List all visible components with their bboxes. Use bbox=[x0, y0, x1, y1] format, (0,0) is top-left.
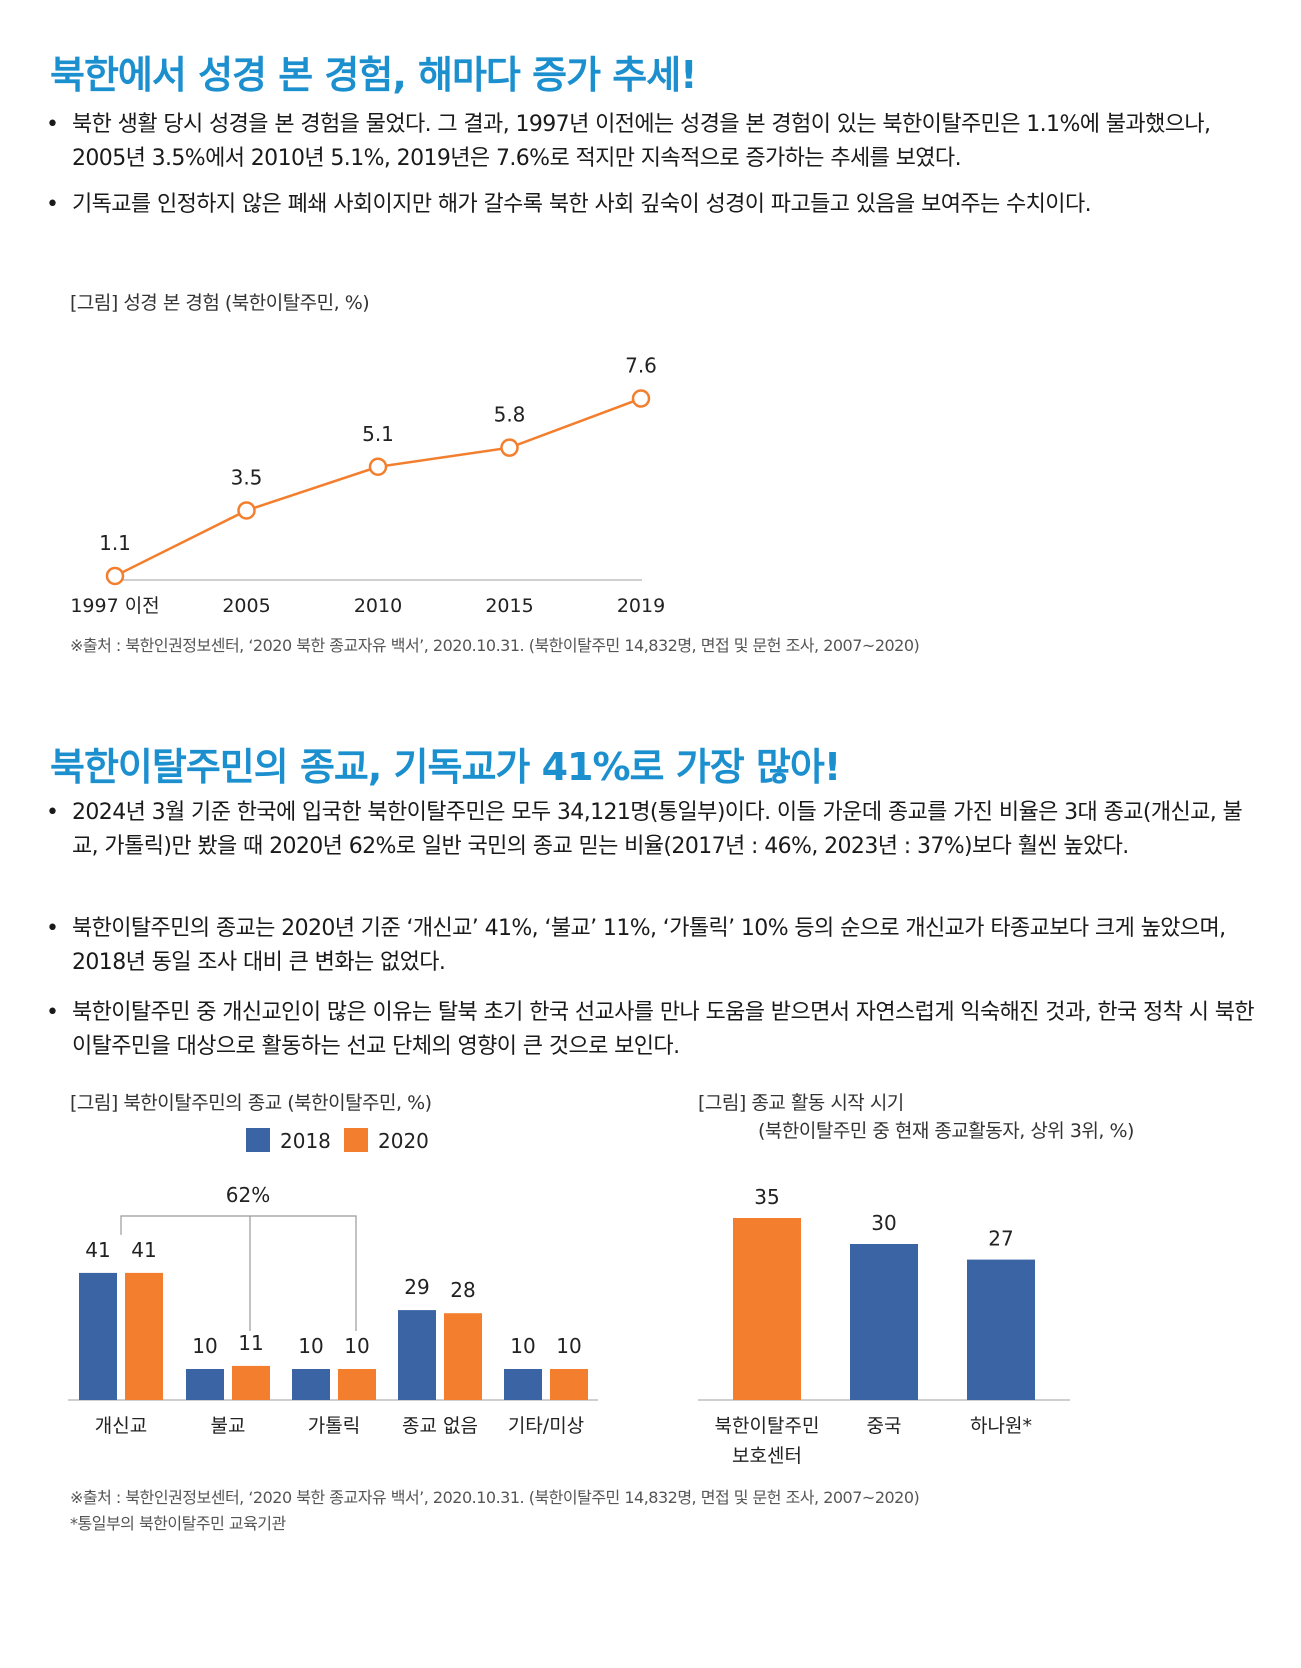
section2-bullet-3: • 북한이탈주민 중 개신교인이 많은 이유는 탈북 초기 한국 선교사를 만나… bbox=[44, 996, 1256, 1064]
bar-chart-activity-start: 35 북한이탈주민 보호센터 30 중국 27 하나원* bbox=[698, 1185, 1070, 1467]
data-label: 3.5 bbox=[231, 465, 263, 489]
data-point bbox=[237, 501, 256, 520]
bullet-dot: • bbox=[46, 800, 59, 825]
legend-swatch bbox=[246, 1128, 270, 1152]
section1-bullet-1: • 북한 생활 당시 성경을 본 경험을 물었다. 그 결과, 1997년 이전… bbox=[44, 108, 1256, 176]
x-tick-label: 북한이탈주민 보호센터 bbox=[715, 1415, 820, 1467]
bullet-text: 북한 생활 당시 성경을 본 경험을 물었다. 그 결과, 1997년 이전에는… bbox=[72, 112, 1211, 171]
data-point bbox=[105, 566, 125, 586]
bar-value-label: 30 bbox=[871, 1211, 896, 1235]
x-tick-label: 하나원* bbox=[970, 1415, 1032, 1437]
section1-title: 북한에서 성경 본 경험, 해마다 증가 추세! bbox=[50, 53, 698, 97]
x-tick-label: 종교 없음 bbox=[402, 1415, 478, 1437]
bar-2020 bbox=[232, 1365, 270, 1400]
bar-2020 bbox=[444, 1313, 482, 1400]
x-tick-label: 불교 bbox=[211, 1415, 246, 1437]
bullet-dot: • bbox=[46, 192, 59, 217]
bar-value-label: 27 bbox=[988, 1227, 1013, 1251]
section2-title: 북한이탈주민의 종교, 기독교가 41%로 가장 많아! bbox=[50, 745, 841, 789]
bar-value-label: 28 bbox=[450, 1278, 475, 1302]
x-tick-label: 2005 bbox=[222, 595, 270, 617]
section1-bullet-2: • 기독교를 인정하지 않은 폐쇄 사회이지만 해가 갈수록 북한 사회 깊숙이… bbox=[44, 188, 1256, 222]
bar-2018 bbox=[186, 1369, 224, 1400]
bar-chart-religion: 2018 2020 62% 41 41 개신교 10 11 불교 10 10 가톨릭 29 28 종교 … bbox=[68, 1128, 598, 1437]
bar-value-label: 11 bbox=[238, 1331, 263, 1355]
footnote: *통일부의 북한이탈주민 교육기관 bbox=[70, 1514, 286, 1533]
x-tick-label: 2015 bbox=[485, 595, 533, 617]
bullet-dot: • bbox=[46, 1000, 59, 1025]
bar-2018 bbox=[504, 1369, 542, 1400]
data-label: 1.1 bbox=[99, 531, 131, 555]
bullet-text: 2024년 3월 기준 한국에 입국한 북한이탈주민은 모두 34,121명(통… bbox=[72, 800, 1243, 859]
bar-value-label: 10 bbox=[344, 1334, 369, 1358]
figure-caption-activity-sub: (북한이탈주민 중 현재 종교활동자, 상위 3위, %) bbox=[758, 1120, 1134, 1142]
bar-value-label: 41 bbox=[85, 1238, 110, 1262]
bar-2020 bbox=[125, 1272, 163, 1400]
x-tick-label: 2019 bbox=[617, 595, 665, 617]
section2-bullet-1: • 2024년 3월 기준 한국에 입국한 북한이탈주민은 모두 34,121명… bbox=[44, 796, 1256, 864]
bullet-text: 북한이탈주민의 종교는 2020년 기준 ‘개신교’ 41%, ‘불교’ 11%… bbox=[72, 916, 1226, 975]
figure-caption-religion: [그림] 북한이탈주민의 종교 (북한이탈주민, %) bbox=[70, 1092, 432, 1114]
bar-value-label: 29 bbox=[404, 1275, 429, 1299]
legend-swatch bbox=[344, 1128, 368, 1152]
figure-caption-activity: [그림] 종교 활동 시작 시기 bbox=[698, 1092, 904, 1114]
bar-value-label: 35 bbox=[754, 1185, 779, 1209]
data-label: 5.1 bbox=[362, 422, 394, 446]
data-point bbox=[631, 389, 651, 408]
source-note-1: ※출처 : 북한인권정보센터, ‘2020 북한 종교자유 백서’, 2020.… bbox=[70, 636, 920, 655]
bar-2018 bbox=[79, 1272, 117, 1400]
bar-value-label: 41 bbox=[131, 1238, 156, 1262]
bar-value-label: 10 bbox=[556, 1334, 581, 1358]
bar-2018 bbox=[398, 1310, 436, 1400]
bracket-annotation: 62% bbox=[226, 1183, 270, 1207]
bullet-dot: • bbox=[46, 916, 59, 941]
line-chart-bible: 1.1 1997 이전 3.5 2005 5.1 2010 5.8 2015 7.6 2019 bbox=[70, 354, 665, 617]
bar-value-label: 10 bbox=[510, 1334, 535, 1358]
x-tick-label: 중국 bbox=[867, 1415, 902, 1437]
bar-2020 bbox=[550, 1369, 588, 1400]
bar-value-label: 10 bbox=[298, 1334, 323, 1358]
figure-caption-bible: [그림] 성경 본 경험 (북한이탈주민, %) bbox=[70, 292, 370, 314]
bar bbox=[733, 1218, 801, 1400]
legend-label: 2020 bbox=[378, 1129, 429, 1153]
data-point bbox=[368, 457, 388, 477]
source-note-2: ※출처 : 북한인권정보센터, ‘2020 북한 종교자유 백서’, 2020.… bbox=[70, 1488, 920, 1507]
x-tick-label: 기타/미상 bbox=[508, 1415, 584, 1437]
bar bbox=[850, 1244, 918, 1400]
bracket-line bbox=[120, 1215, 357, 1331]
x-tick-label: 가톨릭 bbox=[308, 1415, 360, 1437]
x-tick-label: 1997 이전 bbox=[70, 595, 159, 617]
section2-bullet-2: • 북한이탈주민의 종교는 2020년 기준 ‘개신교’ 41%, ‘불교’ 1… bbox=[44, 912, 1256, 980]
bar-2018 bbox=[292, 1369, 330, 1400]
bullet-text: 기독교를 인정하지 않은 폐쇄 사회이지만 해가 갈수록 북한 사회 깊숙이 성… bbox=[72, 192, 1092, 217]
x-tick-label: 개신교 bbox=[95, 1415, 147, 1437]
bullet-text: 북한이탈주민 중 개신교인이 많은 이유는 탈북 초기 한국 선교사를 만나 도… bbox=[72, 1000, 1255, 1059]
bullet-dot: • bbox=[46, 112, 59, 137]
bar bbox=[967, 1259, 1035, 1400]
legend-label: 2018 bbox=[280, 1129, 331, 1153]
bar-value-label: 10 bbox=[192, 1334, 217, 1358]
data-label: 7.6 bbox=[625, 354, 657, 378]
x-tick-label: 2010 bbox=[354, 595, 402, 617]
data-label: 5.8 bbox=[494, 403, 526, 427]
bar-2020 bbox=[338, 1369, 376, 1400]
data-point bbox=[500, 438, 519, 457]
